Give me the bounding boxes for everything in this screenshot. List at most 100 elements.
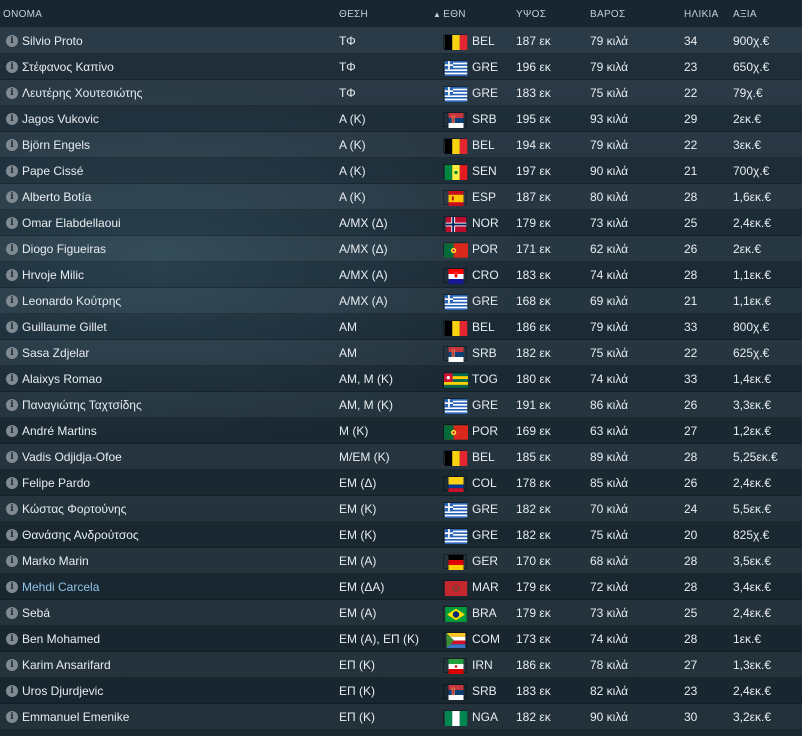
player-name[interactable]: Vadis Odjidja-Ofoe bbox=[22, 450, 122, 464]
player-nationality[interactable]: MAR bbox=[472, 580, 499, 594]
info-icon[interactable]: i bbox=[6, 243, 18, 255]
player-name[interactable]: André Martins bbox=[22, 424, 97, 438]
player-row[interactable]: i Omar Elabdellaoui Α/ΜΧ (Δ) NOR 179 εκ … bbox=[0, 210, 802, 236]
column-header-nationality[interactable]: ▲ ΕΘΝ bbox=[433, 9, 466, 20]
player-row[interactable]: i Uros Djurdjevic ΕΠ (Κ) SRB 183 εκ 82 κ… bbox=[0, 678, 802, 704]
player-nationality[interactable]: NOR bbox=[472, 216, 499, 230]
info-icon[interactable]: i bbox=[6, 217, 18, 229]
player-name[interactable]: Jagos Vukovic bbox=[22, 112, 99, 126]
player-name[interactable]: Emmanuel Emenike bbox=[22, 710, 130, 724]
player-row[interactable]: i Λευτέρης Χουτεσιώτης ΤΦ GRE 183 εκ 75 … bbox=[0, 80, 802, 106]
info-icon[interactable]: i bbox=[6, 477, 18, 489]
player-nationality[interactable]: COM bbox=[472, 632, 500, 646]
player-name[interactable]: Sebá bbox=[22, 606, 51, 620]
player-row[interactable]: i Hrvoje Milic Α/ΜΧ (Α) CRO 183 εκ 74 κι… bbox=[0, 262, 802, 288]
player-name[interactable]: Björn Engels bbox=[22, 138, 91, 152]
player-name[interactable]: Karim Ansarifard bbox=[22, 658, 111, 672]
player-name[interactable]: Mehdi Carcela bbox=[22, 580, 100, 594]
column-header-height[interactable]: ΥΨΟΣ bbox=[516, 9, 547, 20]
column-header-age[interactable]: ΗΛΙΚΙΑ bbox=[684, 9, 719, 20]
player-row[interactable]: i Alberto Botía Α (Κ) ESP 187 εκ 80 κιλά… bbox=[0, 184, 802, 210]
player-row[interactable]: i Στέφανος Καπίνο ΤΦ GRE 196 εκ 79 κιλά … bbox=[0, 54, 802, 80]
column-header-value[interactable]: ΑΞΙΑ bbox=[733, 9, 757, 20]
player-row[interactable]: i Felipe Pardo ΕΜ (Δ) COL 178 εκ 85 κιλά… bbox=[0, 470, 802, 496]
player-row[interactable]: i Emmanuel Emenike ΕΠ (Κ) NGA 182 εκ 90 … bbox=[0, 704, 802, 730]
player-row[interactable]: i Sasa Zdjelar ΑΜ SRB 182 εκ 75 κιλά 22 … bbox=[0, 340, 802, 366]
player-name[interactable]: Παναγιώτης Ταχτσίδης bbox=[22, 398, 142, 412]
player-name[interactable]: Κώστας Φορτούνης bbox=[22, 502, 127, 516]
player-nationality[interactable]: SRB bbox=[472, 112, 497, 126]
info-icon[interactable]: i bbox=[6, 295, 18, 307]
player-row[interactable]: i Mehdi Carcela ΕΜ (ΔΑ) MAR 179 εκ 72 κι… bbox=[0, 574, 802, 600]
player-nationality[interactable]: SRB bbox=[472, 684, 497, 698]
player-nationality[interactable]: ESP bbox=[472, 190, 497, 204]
player-name[interactable]: Alaixys Romao bbox=[22, 372, 103, 386]
player-name[interactable]: Omar Elabdellaoui bbox=[22, 216, 121, 230]
column-header-name[interactable]: ΟΝΟΜΑ bbox=[3, 9, 43, 20]
player-row[interactable]: i Alaixys Romao ΑΜ, Μ (Κ) TOG 180 εκ 74 … bbox=[0, 366, 802, 392]
info-icon[interactable]: i bbox=[6, 633, 18, 645]
player-nationality[interactable]: GRE bbox=[472, 398, 499, 412]
player-name[interactable]: Sasa Zdjelar bbox=[22, 346, 90, 360]
player-name[interactable]: Diogo Figueiras bbox=[22, 242, 107, 256]
player-nationality[interactable]: GRE bbox=[472, 528, 499, 542]
info-icon[interactable]: i bbox=[6, 451, 18, 463]
player-nationality[interactable]: TOG bbox=[472, 372, 498, 386]
player-row[interactable]: i Björn Engels Α (Κ) BEL 194 εκ 79 κιλά … bbox=[0, 132, 802, 158]
player-name[interactable]: Θανάσης Ανδρούτσος bbox=[22, 528, 139, 542]
info-icon[interactable]: i bbox=[6, 87, 18, 99]
player-nationality[interactable]: GRE bbox=[472, 86, 499, 100]
info-icon[interactable]: i bbox=[6, 607, 18, 619]
column-header-weight[interactable]: ΒΑΡΟΣ bbox=[590, 9, 626, 20]
player-nationality[interactable]: BEL bbox=[472, 320, 495, 334]
player-nationality[interactable]: POR bbox=[472, 424, 499, 438]
player-row[interactable]: i Karim Ansarifard ΕΠ (Κ) IRN 186 εκ 78 … bbox=[0, 652, 802, 678]
player-nationality[interactable]: GRE bbox=[472, 502, 499, 516]
player-nationality[interactable]: CRO bbox=[472, 268, 499, 282]
player-name[interactable]: Ben Mohamed bbox=[22, 632, 101, 646]
player-row[interactable]: i Silvio Proto ΤΦ BEL 187 εκ 79 κιλά 34 … bbox=[0, 28, 802, 54]
info-icon[interactable]: i bbox=[6, 373, 18, 385]
player-row[interactable]: i Vadis Odjidja-Ofoe Μ/ΕΜ (Κ) BEL 185 εκ… bbox=[0, 444, 802, 470]
player-name[interactable]: Silvio Proto bbox=[22, 34, 83, 48]
info-icon[interactable]: i bbox=[6, 165, 18, 177]
player-nationality[interactable]: SEN bbox=[472, 164, 497, 178]
column-header-position[interactable]: ΘΕΣΗ bbox=[339, 9, 369, 20]
info-icon[interactable]: i bbox=[6, 555, 18, 567]
player-name[interactable]: Hrvoje Milic bbox=[22, 268, 85, 282]
info-icon[interactable]: i bbox=[6, 139, 18, 151]
player-name[interactable]: Alberto Botía bbox=[22, 190, 92, 204]
player-row[interactable]: i Guillaume Gillet ΑΜ BEL 186 εκ 79 κιλά… bbox=[0, 314, 802, 340]
info-icon[interactable]: i bbox=[6, 321, 18, 333]
info-icon[interactable]: i bbox=[6, 659, 18, 671]
player-nationality[interactable]: IRN bbox=[472, 658, 493, 672]
player-row[interactable]: i Leonardo Κούτρης Α/ΜΧ (Α) GRE 168 εκ 6… bbox=[0, 288, 802, 314]
player-row[interactable]: i Jagos Vukovic Α (Κ) SRB 195 εκ 93 κιλά… bbox=[0, 106, 802, 132]
info-icon[interactable]: i bbox=[6, 711, 18, 723]
player-name[interactable]: Leonardo Κούτρης bbox=[22, 294, 122, 308]
player-row[interactable]: i Κώστας Φορτούνης ΕΜ (Κ) GRE 182 εκ 70 … bbox=[0, 496, 802, 522]
player-row[interactable]: i André Martins Μ (Κ) POR 169 εκ 63 κιλά… bbox=[0, 418, 802, 444]
player-nationality[interactable]: BEL bbox=[472, 34, 495, 48]
info-icon[interactable]: i bbox=[6, 191, 18, 203]
player-row[interactable]: i Ben Mohamed ΕΜ (Α), ΕΠ (Κ) COM 173 εκ … bbox=[0, 626, 802, 652]
player-name[interactable]: Λευτέρης Χουτεσιώτης bbox=[22, 86, 143, 100]
player-row[interactable]: i Sebá ΕΜ (Α) BRA 179 εκ 73 κιλά 25 2,4ε… bbox=[0, 600, 802, 626]
player-name[interactable]: Uros Djurdjevic bbox=[22, 684, 104, 698]
info-icon[interactable]: i bbox=[6, 347, 18, 359]
info-icon[interactable]: i bbox=[6, 61, 18, 73]
info-icon[interactable]: i bbox=[6, 269, 18, 281]
player-nationality[interactable]: GRE bbox=[472, 294, 499, 308]
player-name[interactable]: Pape Cissé bbox=[22, 164, 84, 178]
player-row[interactable]: i Παναγιώτης Ταχτσίδης ΑΜ, Μ (Κ) GRE 191… bbox=[0, 392, 802, 418]
player-name[interactable]: Guillaume Gillet bbox=[22, 320, 107, 334]
info-icon[interactable]: i bbox=[6, 425, 18, 437]
info-icon[interactable]: i bbox=[6, 113, 18, 125]
player-nationality[interactable]: NGA bbox=[472, 710, 499, 724]
player-name[interactable]: Στέφανος Καπίνο bbox=[22, 60, 114, 74]
player-nationality[interactable]: GER bbox=[472, 554, 499, 568]
player-nationality[interactable]: COL bbox=[472, 476, 497, 490]
player-nationality[interactable]: BEL bbox=[472, 138, 495, 152]
info-icon[interactable]: i bbox=[6, 529, 18, 541]
info-icon[interactable]: i bbox=[6, 581, 18, 593]
